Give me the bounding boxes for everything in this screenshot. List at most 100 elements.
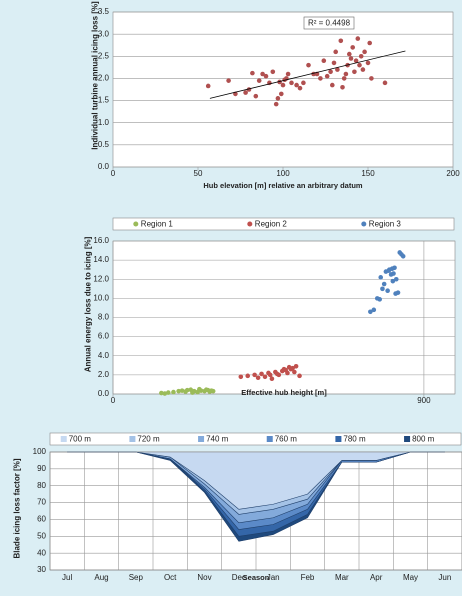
point xyxy=(368,309,373,315)
point xyxy=(260,71,265,77)
point xyxy=(393,291,398,296)
x-tick-label: Feb xyxy=(301,573,315,582)
plot-border xyxy=(49,451,462,571)
point xyxy=(371,307,377,313)
point xyxy=(306,62,311,68)
point xyxy=(340,84,345,90)
point xyxy=(290,365,295,371)
legend-label: 780 m xyxy=(343,435,366,444)
plot-area xyxy=(112,11,454,168)
point xyxy=(335,67,340,72)
point xyxy=(365,60,371,66)
y-tick-label: 80 xyxy=(37,481,46,490)
point xyxy=(252,372,257,378)
point xyxy=(360,67,366,72)
legend-label: Region 3 xyxy=(369,220,402,229)
x-tick-label: Jan xyxy=(267,573,280,582)
point xyxy=(389,266,395,272)
point xyxy=(352,69,357,75)
point xyxy=(197,386,202,392)
point xyxy=(347,51,352,57)
point xyxy=(328,69,333,75)
point xyxy=(393,276,399,282)
x-tick-label: Jul xyxy=(62,573,72,582)
point xyxy=(380,286,385,292)
y-axis-label: Annual energy loss due to icing [%] xyxy=(83,236,93,373)
point xyxy=(176,388,181,394)
point xyxy=(190,390,195,395)
x-axis-label: Hub elevation [m] relative an arbitrary … xyxy=(203,181,363,190)
x-tick-label: 200 xyxy=(446,169,460,178)
point xyxy=(269,376,275,382)
point xyxy=(324,73,330,79)
point xyxy=(184,387,190,393)
y-tick-label: 70 xyxy=(37,498,46,507)
point xyxy=(355,36,361,41)
x-tick-label: Dec xyxy=(232,573,246,582)
point xyxy=(270,69,276,75)
y-tick-label: 12.0 xyxy=(93,274,109,283)
point xyxy=(262,374,268,380)
x-tick-label: Apr xyxy=(370,573,383,582)
point xyxy=(390,278,396,284)
point xyxy=(275,96,281,101)
point xyxy=(293,363,299,369)
point xyxy=(385,288,390,294)
point xyxy=(358,53,364,59)
y-axis-label: Individual turbine annual icing loss [%] xyxy=(90,1,100,150)
x-axis-label: Season xyxy=(243,573,270,582)
point xyxy=(179,388,185,393)
point xyxy=(357,62,362,68)
point xyxy=(343,71,349,77)
legend-box xyxy=(112,217,455,231)
point xyxy=(378,275,384,280)
point xyxy=(297,373,302,379)
x-tick-label: 100 xyxy=(276,169,290,178)
legend-marker xyxy=(60,436,67,442)
point xyxy=(238,374,244,380)
point xyxy=(159,390,164,396)
legend-marker xyxy=(361,221,367,227)
point xyxy=(369,76,374,81)
point xyxy=(263,73,269,79)
point xyxy=(285,370,290,376)
point xyxy=(353,58,359,64)
y-tick-label: 0.5 xyxy=(98,140,110,149)
point xyxy=(250,70,255,76)
y-tick-label: 1.0 xyxy=(98,118,110,127)
point xyxy=(367,40,373,46)
legend-label: 760 m xyxy=(275,435,298,444)
point xyxy=(321,58,327,64)
point xyxy=(205,83,211,89)
point xyxy=(274,371,280,377)
y-tick-label: 4.0 xyxy=(98,351,110,360)
point xyxy=(381,281,387,287)
point xyxy=(165,390,171,395)
y-tick-label: 0.0 xyxy=(98,389,110,398)
point xyxy=(341,76,347,81)
point xyxy=(226,78,231,83)
x-tick-label: May xyxy=(403,573,418,582)
point xyxy=(280,82,286,88)
y-tick-label: 2.5 xyxy=(98,51,110,60)
x-tick-label: 0 xyxy=(111,396,116,405)
point xyxy=(243,90,248,95)
y-tick-label: 30 xyxy=(37,565,46,574)
legend-box xyxy=(49,432,462,446)
y-tick-label: 1.5 xyxy=(98,96,110,105)
point xyxy=(391,271,396,276)
legend-marker xyxy=(198,436,205,442)
x-tick-label: Aug xyxy=(94,573,108,582)
point xyxy=(253,93,259,99)
x-tick-label: Sep xyxy=(129,573,144,582)
point xyxy=(281,366,287,372)
y-tick-label: 14.0 xyxy=(93,255,109,264)
point xyxy=(377,297,382,302)
point xyxy=(382,80,388,86)
area xyxy=(67,452,445,510)
y-axis-label: Blade icing loss factor [%] xyxy=(12,458,22,559)
y-tick-label: 50 xyxy=(37,531,46,540)
y-tick-label: 40 xyxy=(37,548,46,557)
point xyxy=(362,49,367,55)
